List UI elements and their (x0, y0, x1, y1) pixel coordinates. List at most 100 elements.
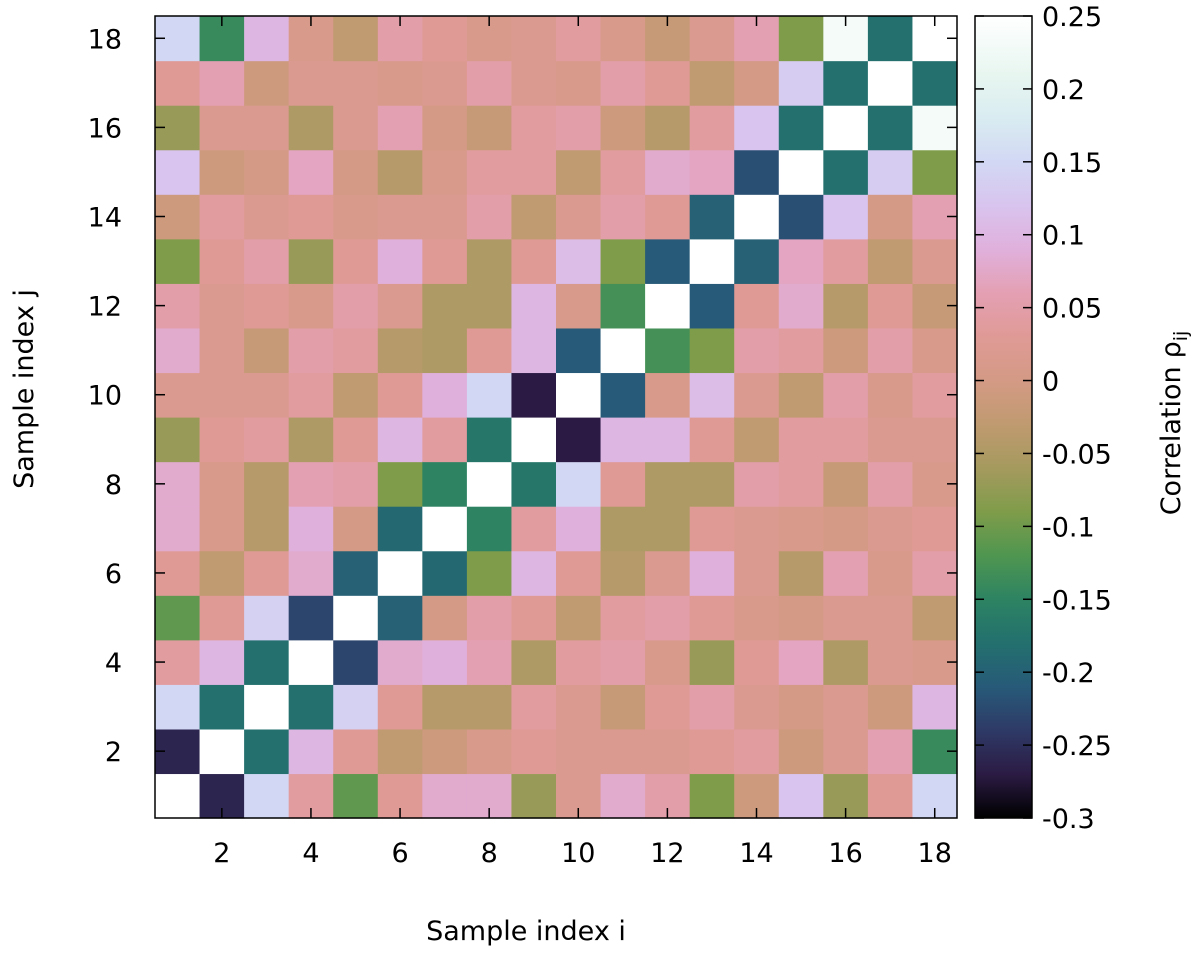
heatmap-cell (778, 550, 824, 596)
heatmap-cell (689, 595, 735, 641)
heatmap-cell (912, 595, 958, 641)
heatmap-cell (689, 327, 735, 374)
heatmap-cell (645, 417, 691, 463)
heatmap-cell (689, 773, 735, 819)
x-tick-label: 16 (828, 838, 862, 869)
heatmap-cell (244, 283, 290, 329)
heatmap-cell (155, 238, 201, 284)
heatmap-cell (734, 461, 780, 507)
colorbar-tick-label: 0.05 (1042, 294, 1102, 325)
heatmap-cell (689, 60, 735, 106)
heatmap-cell (422, 283, 468, 329)
heatmap-cell (823, 639, 869, 685)
heatmap-cell (778, 773, 824, 819)
x-tick-label: 8 (481, 838, 498, 869)
heatmap-cell (689, 194, 735, 240)
colorbar-tick-label: -0.1 (1042, 512, 1095, 543)
y-tick-label: 16 (88, 113, 122, 144)
heatmap-cell (600, 550, 646, 596)
colorbar-tick-label: 0.15 (1042, 148, 1102, 179)
colorbar-tick-label: 0.25 (1042, 2, 1102, 33)
heatmap-cell (422, 639, 468, 685)
heatmap-cell (377, 550, 423, 596)
heatmap-cell (199, 283, 245, 329)
heatmap-cell (867, 149, 914, 195)
heatmap-cell (600, 194, 646, 240)
heatmap-cell (645, 372, 691, 418)
heatmap-cell (778, 105, 824, 151)
heatmap-cell (511, 16, 557, 62)
heatmap-cell (689, 684, 735, 730)
heatmap-cell (645, 194, 691, 240)
heatmap-cell (288, 105, 334, 151)
heatmap-cell (199, 728, 245, 775)
heatmap-cell (199, 684, 245, 730)
heatmap-cell (244, 16, 290, 62)
heatmap-cell (377, 595, 423, 641)
heatmap-cell (778, 283, 824, 329)
heatmap-cell (333, 60, 379, 106)
heatmap-cell (823, 728, 869, 775)
heatmap-cell (689, 283, 735, 329)
heatmap-cell (288, 372, 334, 418)
heatmap-cell (511, 417, 557, 463)
heatmap-cell (734, 595, 780, 641)
heatmap-cell (645, 728, 691, 775)
heatmap-cell (288, 684, 334, 730)
heatmap-cell (244, 372, 290, 418)
y-tick-label: 4 (105, 648, 122, 679)
heatmap-cell (823, 105, 869, 151)
x-axis-ticks: 2 4 6 8 10 12 14 16 18 (213, 16, 952, 869)
heatmap-cell (645, 461, 691, 507)
heatmap-cell (466, 372, 513, 418)
heatmap-cell (288, 327, 334, 374)
heatmap-cell (823, 595, 869, 641)
heatmap-cell (600, 105, 646, 151)
heatmap-cell (422, 728, 468, 775)
heatmap-cell (867, 728, 914, 775)
heatmap-cell (645, 105, 691, 151)
heatmap-cell (199, 105, 245, 151)
y-axis-title: Sample index j (9, 289, 40, 489)
x-tick-label: 10 (561, 838, 595, 869)
heatmap-cell (199, 639, 245, 685)
heatmap-cell (556, 283, 602, 329)
heatmap-cell (556, 417, 602, 463)
heatmap-cell (778, 194, 824, 240)
heatmap-cell (244, 238, 290, 284)
heatmap-cell (823, 238, 869, 284)
y-tick-label: 18 (88, 24, 122, 55)
y-tick-label: 2 (105, 737, 122, 768)
heatmap-cell (422, 238, 468, 284)
heatmap-cell (823, 461, 869, 507)
heatmap-cell (867, 506, 914, 552)
heatmap-cell (511, 773, 557, 819)
heatmap-cell (155, 60, 201, 106)
colorbar-tick-label: 0 (1042, 367, 1059, 398)
heatmap-cell (244, 417, 290, 463)
y-tick-label: 12 (88, 292, 122, 323)
x-tick-label: 18 (918, 838, 952, 869)
colorbar-ticks: 0.25 0.2 0.15 0.1 0.05 0 -0.05 -0.1 -0.15 -0.2 -0.… (975, 2, 1112, 835)
heatmap-cell (689, 105, 735, 151)
heatmap-cell (511, 194, 557, 240)
heatmap-cell (556, 684, 602, 730)
heatmap-cell (333, 105, 379, 151)
heatmap-cell (600, 728, 646, 775)
heatmap-cell (333, 238, 379, 284)
heatmap-cell (511, 550, 557, 596)
heatmap-cell (466, 550, 513, 596)
heatmap-cell (466, 728, 513, 775)
heatmap-cell (912, 238, 958, 284)
heatmap-cell (288, 728, 334, 775)
heatmap-cell (600, 149, 646, 195)
heatmap-cell (422, 149, 468, 195)
heatmap-cell (422, 550, 468, 596)
x-tick-label: 12 (650, 838, 684, 869)
y-axis-ticks: 2 4 6 8 10 12 14 16 18 (88, 24, 957, 768)
heatmap-cell (333, 773, 379, 819)
heatmap-cell (867, 60, 914, 106)
heatmap-cell (778, 461, 824, 507)
heatmap-cell (422, 194, 468, 240)
heatmap-cell (511, 684, 557, 730)
